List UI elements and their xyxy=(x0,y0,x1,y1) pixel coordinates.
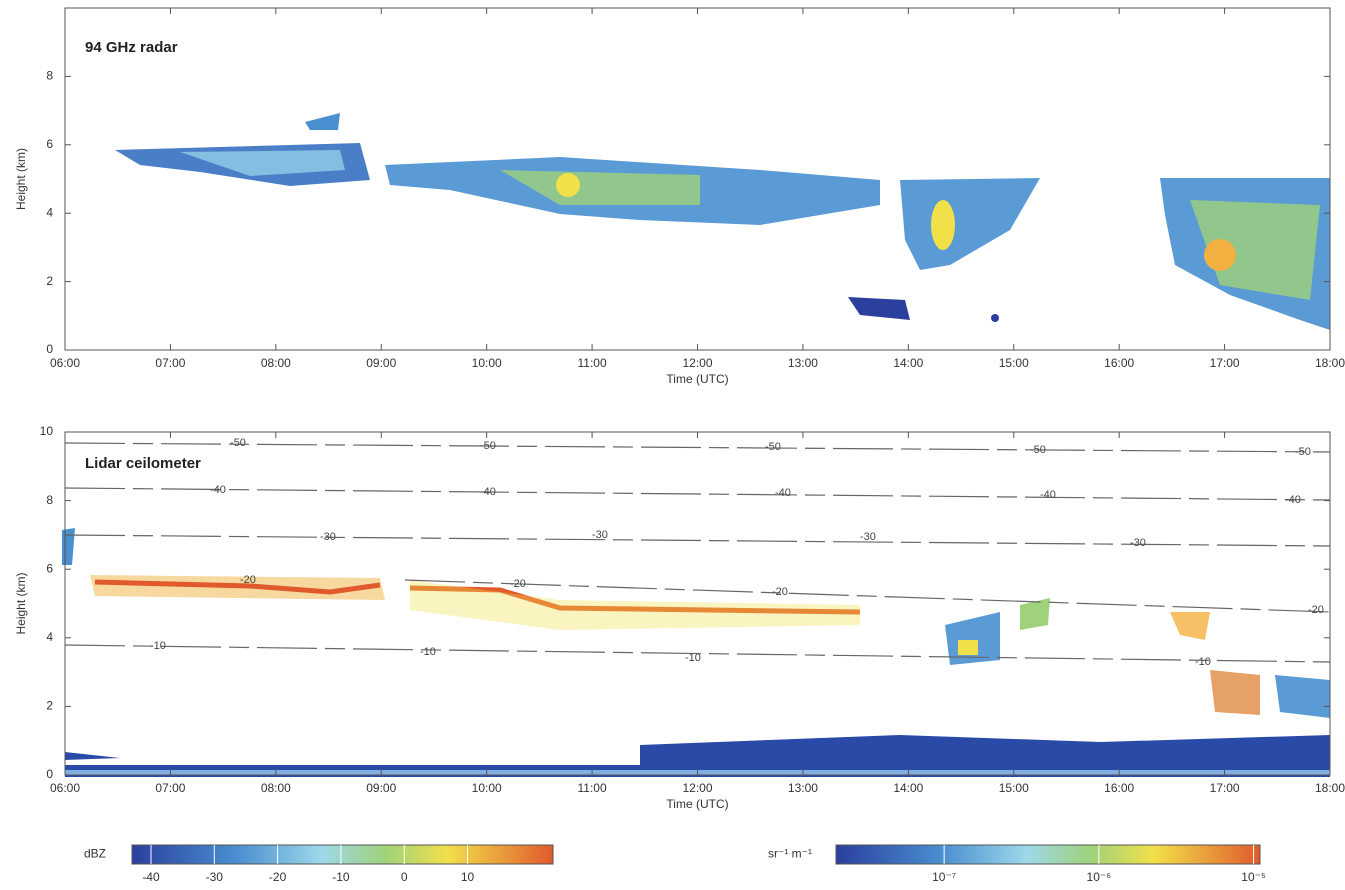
contour-label: -40 xyxy=(210,484,226,496)
y-tick-label: 8 xyxy=(46,493,53,507)
panel-title: 94 GHz radar xyxy=(85,39,178,56)
x-tick-label: 09:00 xyxy=(366,781,396,795)
contour-label: -50 xyxy=(765,441,781,453)
colorbar-tick-label: 0 xyxy=(401,870,408,884)
x-tick-label: 13:00 xyxy=(788,356,818,370)
x-tick-label: 17:00 xyxy=(1210,356,1240,370)
contour-label: -20 xyxy=(510,578,526,590)
contour-label: -20 xyxy=(240,574,256,586)
figure: -50 -50 -50 -50 -50 -40 -40 -40 -40 -40 … xyxy=(0,0,1345,890)
contour-label: -50 xyxy=(1030,444,1046,456)
x-tick-label: 18:00 xyxy=(1315,356,1345,370)
colorbar-label: sr⁻¹ m⁻¹ xyxy=(768,847,812,861)
y-tick-label: 2 xyxy=(46,699,53,713)
contour-label: -40 xyxy=(775,487,791,499)
x-tick-label: 16:00 xyxy=(1104,781,1134,795)
contour-label: -50 xyxy=(230,437,246,449)
colorbar-tick-label: -20 xyxy=(269,870,287,884)
x-tick-label: 14:00 xyxy=(893,781,923,795)
x-axis-label: Time (UTC) xyxy=(666,372,728,386)
colorbar-tick-label: -40 xyxy=(142,870,160,884)
contour-label: -20 xyxy=(772,586,788,598)
y-tick-label: 6 xyxy=(46,561,53,575)
contour-label: -10 xyxy=(685,652,701,664)
y-tick-label: 2 xyxy=(46,274,53,288)
x-tick-label: 15:00 xyxy=(999,356,1029,370)
contour-label: -30 xyxy=(860,531,876,543)
contour-label: -40 xyxy=(1285,494,1301,506)
y-axis-label: Height (km) xyxy=(14,572,28,634)
colorbar-tick-label: 10⁻⁵ xyxy=(1241,870,1266,884)
x-tick-label: 06:00 xyxy=(50,781,80,795)
x-tick-label: 16:00 xyxy=(1104,356,1134,370)
contour-label: -10 xyxy=(150,640,166,652)
x-tick-label: 09:00 xyxy=(366,356,396,370)
contour-label: -40 xyxy=(1040,489,1056,501)
y-axis-label: Height (km) xyxy=(14,148,28,210)
x-tick-label: 07:00 xyxy=(155,356,185,370)
colorbar-tick-label: 10⁻⁷ xyxy=(932,870,956,884)
contour-label: -50 xyxy=(1295,446,1311,458)
panel-title: Lidar ceilometer xyxy=(85,455,201,472)
colorbar xyxy=(836,845,1260,864)
contour-label: -10 xyxy=(1195,656,1211,668)
x-tick-label: 13:00 xyxy=(788,781,818,795)
x-tick-label: 10:00 xyxy=(472,356,502,370)
y-tick-label: 10 xyxy=(40,424,54,438)
contour-label: -30 xyxy=(1130,537,1146,549)
colorbar-tick-label: 10⁻⁶ xyxy=(1087,870,1112,884)
y-tick-label: 6 xyxy=(46,137,53,151)
colorbar-label: dBZ xyxy=(84,847,106,861)
y-tick-label: 0 xyxy=(46,767,53,781)
colorbar xyxy=(132,845,553,864)
x-tick-label: 17:00 xyxy=(1210,781,1240,795)
x-tick-label: 12:00 xyxy=(682,356,712,370)
contour-label: -20 xyxy=(1308,604,1324,616)
y-tick-label: 8 xyxy=(46,69,53,83)
x-tick-label: 11:00 xyxy=(578,781,607,795)
contour-label: -30 xyxy=(592,529,608,541)
colorbar-tick-label: -30 xyxy=(206,870,224,884)
x-tick-label: 07:00 xyxy=(155,781,185,795)
x-tick-label: 08:00 xyxy=(261,781,291,795)
x-tick-label: 10:00 xyxy=(472,781,502,795)
y-tick-label: 4 xyxy=(46,630,53,644)
contour-label: -30 xyxy=(320,531,336,543)
x-tick-label: 18:00 xyxy=(1315,781,1345,795)
colorbar-tick-label: -10 xyxy=(332,870,350,884)
temperature-contours: -50 -50 -50 -50 -50 -40 -40 -40 -40 -40 … xyxy=(65,437,1330,668)
x-tick-label: 12:00 xyxy=(682,781,712,795)
x-tick-label: 06:00 xyxy=(50,356,80,370)
contour-label: -50 xyxy=(480,440,496,452)
x-tick-label: 11:00 xyxy=(578,356,607,370)
x-axis-label: Time (UTC) xyxy=(666,797,728,811)
radar-echo xyxy=(115,113,1330,330)
x-tick-label: 15:00 xyxy=(999,781,1029,795)
y-tick-label: 0 xyxy=(46,342,53,356)
contour-label: -10 xyxy=(420,646,436,658)
contour-label: -40 xyxy=(480,486,496,498)
x-tick-label: 08:00 xyxy=(261,356,291,370)
x-tick-label: 14:00 xyxy=(893,356,923,370)
y-tick-label: 4 xyxy=(46,205,53,219)
colorbar-tick-label: 10 xyxy=(461,870,475,884)
